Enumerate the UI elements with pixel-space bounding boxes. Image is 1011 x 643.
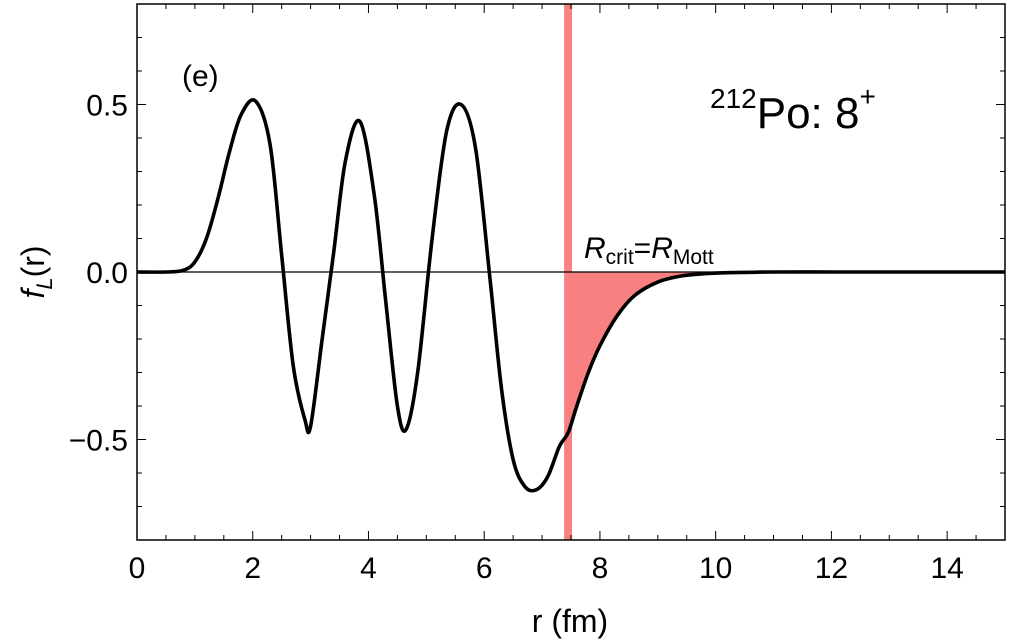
- marker-r2: R: [651, 232, 673, 265]
- y-axis-title-tail: (r): [15, 245, 51, 277]
- panel-label: (e): [182, 60, 219, 93]
- ticks-layer: [136, 3, 1006, 541]
- title-parity: +: [859, 81, 875, 112]
- x-tick-label: 4: [360, 552, 377, 585]
- y-tick-label: 0.0: [86, 257, 128, 290]
- x-tick-label: 0: [129, 552, 146, 585]
- title-mass-number: 212: [710, 83, 757, 114]
- chart-title: 212Po: 8+: [710, 81, 876, 138]
- x-tick-label: 12: [815, 552, 848, 585]
- marker-s1: crit: [606, 246, 634, 269]
- x-tick-label: 2: [244, 552, 261, 585]
- x-tick-label: 8: [592, 552, 609, 585]
- shaded-region: [568, 272, 774, 433]
- marker-eq: =: [634, 232, 652, 265]
- y-tick-label: 0.5: [86, 90, 128, 123]
- marker-s2: Mott: [673, 246, 714, 269]
- x-tick-label: 14: [930, 552, 963, 585]
- x-tick-label: 6: [476, 552, 493, 585]
- marker-r1: R: [584, 232, 606, 265]
- marker-annotation: Rcrit=RMott: [584, 232, 714, 269]
- title-element: Po: 8: [757, 89, 860, 138]
- shaded-region-layer: [568, 272, 774, 433]
- x-tick-label: 10: [699, 552, 732, 585]
- series-layer: [136, 98, 1005, 493]
- series-line: [136, 98, 1005, 493]
- y-tick-label: −0.5: [69, 425, 128, 458]
- y-axis-title: fL(r): [15, 245, 57, 298]
- x-axis-title: r (fm): [532, 603, 608, 639]
- y-axis-title-sub: L: [32, 277, 57, 289]
- tick-labels-layer: 0 2 4 6 8 10 12 14 −0.5 0.0 0.5: [69, 90, 964, 586]
